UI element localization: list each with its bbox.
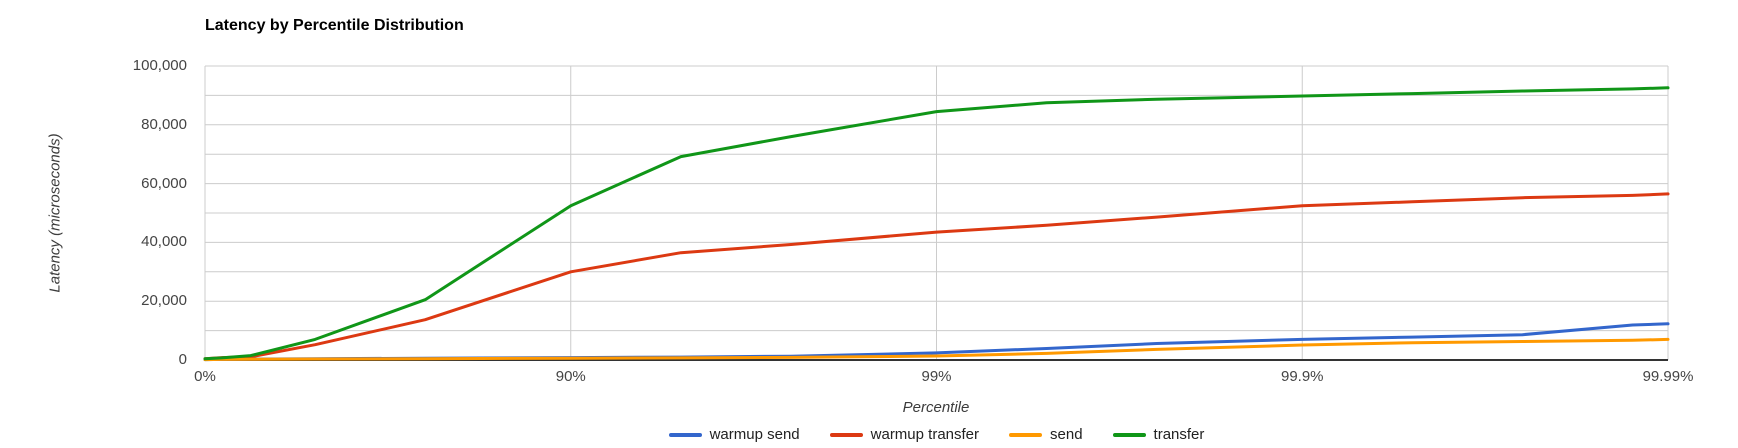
y-tick-label: 0 xyxy=(178,351,187,368)
legend-swatch xyxy=(1112,432,1146,437)
legend-item-send: send xyxy=(1009,426,1083,443)
x-tick-label: 99.99% xyxy=(1642,368,1694,385)
series-line-transfer[interactable] xyxy=(203,86,1670,361)
chart-title: Latency by Percentile Distribution xyxy=(205,17,464,34)
legend-swatch xyxy=(1009,432,1043,437)
y-tick-label: 100,000 xyxy=(132,57,187,74)
x-tick-label: 99% xyxy=(921,368,952,385)
x-axis-title: Percentile xyxy=(902,399,970,416)
y-tick-label: 60,000 xyxy=(141,174,187,192)
legend-swatch xyxy=(829,432,863,437)
legend-label: send xyxy=(1050,426,1083,443)
x-tick-label: 90% xyxy=(555,368,586,385)
legend-label: transfer xyxy=(1153,426,1205,443)
legend-label: warmup send xyxy=(709,426,800,443)
legend-label: warmup transfer xyxy=(870,426,980,443)
legend: warmup send warmup transfer send transfer xyxy=(205,426,1668,443)
legend-item-warmup-send: warmup send xyxy=(668,426,800,443)
y-tick-label: 40,000 xyxy=(141,233,187,251)
legend-item-transfer: transfer xyxy=(1112,426,1205,443)
series-line-send[interactable] xyxy=(203,337,1670,362)
y-axis-title: Latency (microseconds) xyxy=(46,133,64,293)
legend-swatch xyxy=(668,432,702,437)
y-tick-label: 80,000 xyxy=(141,115,187,133)
legend-item-warmup-transfer: warmup transfer xyxy=(829,426,980,443)
y-tick-label: 20,000 xyxy=(141,292,187,310)
series-line-warmup-transfer[interactable] xyxy=(203,192,1670,361)
x-tick-label: 99.9% xyxy=(1280,368,1324,385)
x-tick-label: 0% xyxy=(194,368,216,385)
